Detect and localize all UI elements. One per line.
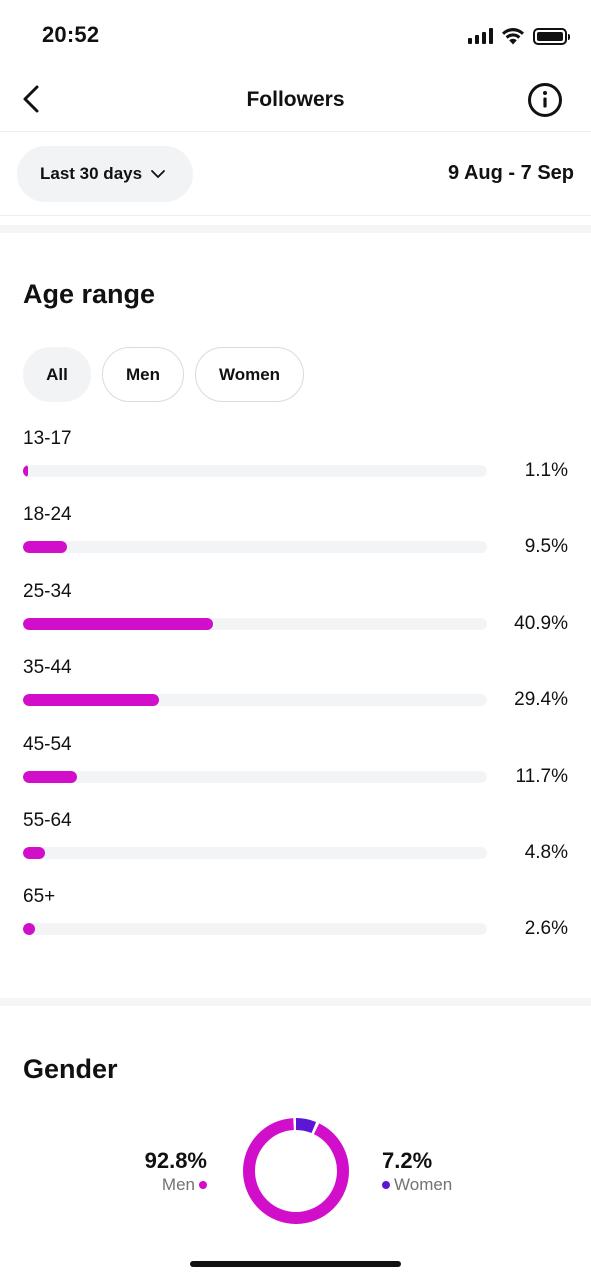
women-label-row: Women	[382, 1175, 452, 1195]
filter-all-chip[interactable]: All	[23, 347, 91, 402]
age-row: 35-44 29.4%	[23, 657, 568, 733]
age-percent: 1.1%	[524, 460, 568, 481]
age-label: 35-44	[23, 657, 72, 679]
info-button[interactable]	[527, 82, 563, 118]
men-color-dot	[199, 1181, 207, 1189]
age-label: 45-54	[23, 733, 72, 755]
status-icons	[468, 26, 570, 46]
age-percent: 40.9%	[514, 612, 568, 634]
age-percent: 29.4%	[514, 689, 568, 711]
age-percent: 2.6%	[524, 918, 568, 940]
age-label: 18-24	[23, 504, 72, 526]
age-bar	[23, 770, 78, 783]
age-bar	[23, 465, 29, 477]
gender-donut-chart	[243, 1118, 349, 1224]
women-color-dot	[382, 1181, 390, 1189]
gender-women-legend: 7.2% Women	[382, 1148, 452, 1195]
age-range-title: Age range	[23, 279, 156, 309]
date-range-text: 9 Aug - 7 Sep	[448, 162, 574, 184]
age-bar	[23, 923, 36, 936]
age-label: 25-34	[23, 580, 72, 602]
cellular-signal-icon	[468, 28, 493, 44]
filter-men-chip[interactable]: Men	[102, 347, 184, 402]
men-label-row: Men	[145, 1175, 207, 1195]
date-range-row: Last 30 days 9 Aug - 7 Sep	[0, 132, 591, 216]
filter-women-chip[interactable]: Women	[195, 347, 304, 402]
men-label: Men	[161, 1175, 195, 1194]
gender-men-legend: 92.8% Men	[145, 1148, 207, 1195]
gender-title: Gender	[23, 1054, 118, 1084]
time-range-dropdown[interactable]: Last 30 days	[17, 146, 193, 202]
donut-slice-women	[243, 1118, 349, 1224]
age-label: 13-17	[23, 428, 72, 449]
home-indicator	[190, 1261, 401, 1267]
age-row: 45-54 11.7%	[23, 734, 568, 810]
age-bar	[23, 617, 213, 630]
age-row: 25-34 40.9%	[23, 581, 568, 657]
status-time: 20:52	[42, 22, 100, 47]
age-bar	[23, 541, 68, 554]
time-range-label: Last 30 days	[40, 164, 143, 183]
top-navigation-bar: Followers	[0, 70, 591, 132]
section-divider	[0, 225, 591, 233]
status-bar: 20:52	[0, 0, 591, 70]
info-icon	[528, 83, 562, 117]
age-bar-track	[23, 617, 487, 630]
battery-icon	[533, 27, 570, 45]
age-bar-track	[23, 694, 487, 707]
chevron-down-icon	[151, 170, 165, 178]
age-percent: 9.5%	[524, 536, 568, 558]
age-row: 13-17 1.1%	[23, 428, 568, 504]
age-bar	[23, 846, 46, 859]
age-range-chart: 13-17 1.1% 18-24 9.5% 25-34 40.9% 35-44 …	[23, 428, 568, 963]
donut-slice-men	[243, 1118, 349, 1224]
back-button[interactable]	[14, 82, 48, 116]
age-bar-track	[23, 465, 487, 477]
section-divider	[0, 998, 591, 1006]
age-bar	[23, 694, 160, 707]
men-percent: 92.8%	[144, 1148, 207, 1173]
age-row: 55-64 4.8%	[23, 810, 568, 886]
gender-chart: 92.8% Men 7.2% Women	[0, 1112, 591, 1232]
age-row: 18-24 9.5%	[23, 504, 568, 580]
age-label: 55-64	[23, 809, 72, 831]
women-percent: 7.2%	[382, 1148, 433, 1173]
audience-filter-chips: All Men Women	[23, 347, 304, 402]
chevron-left-icon	[23, 85, 39, 113]
age-bar-track	[23, 770, 487, 783]
women-label: Women	[394, 1175, 453, 1194]
age-bar-track	[23, 541, 487, 554]
age-bar-track	[23, 923, 487, 936]
age-percent: 11.7%	[515, 765, 568, 787]
age-row: 65+ 2.6%	[23, 886, 568, 962]
age-bar-track	[23, 846, 487, 859]
page-title: Followers	[246, 88, 345, 111]
age-label: 65+	[23, 886, 56, 908]
age-percent: 4.8%	[524, 841, 568, 863]
wifi-icon	[502, 28, 524, 45]
